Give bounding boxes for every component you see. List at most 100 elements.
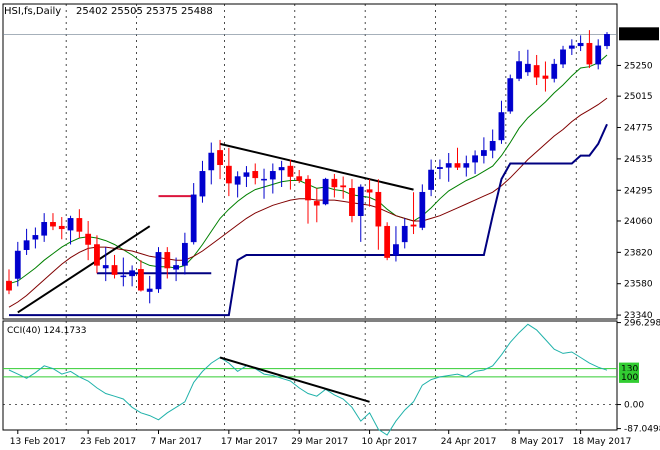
cci-line (8, 323, 608, 436)
candle-body (94, 244, 100, 266)
cci-level-label: 100 (621, 373, 638, 383)
symbol-label: HSI,fs,Daily (4, 6, 61, 17)
candle-body (208, 152, 215, 171)
candle-body (375, 191, 382, 227)
trendline-down (219, 142, 414, 191)
candle-body (164, 252, 171, 269)
candle-body (181, 242, 188, 266)
candle-body (41, 222, 48, 236)
candle-body (269, 171, 276, 180)
candle-body (445, 163, 452, 168)
candle-body (331, 178, 338, 188)
candle-body (322, 178, 329, 205)
y-tick-label: 24060 (624, 217, 653, 227)
cci-y-tick-label: -87.0498 (624, 425, 660, 435)
y-tick-label: 23820 (624, 248, 653, 258)
candle-body (401, 225, 408, 243)
x-tick-label: 8 May 2017 (511, 437, 564, 447)
candle-body (428, 169, 435, 190)
candle-body (454, 163, 461, 168)
candle-body (58, 225, 65, 230)
cci-level-box (619, 370, 639, 383)
candle-body (234, 176, 241, 185)
x-tick-label: 29 Mar 2017 (291, 437, 348, 447)
candle-body (595, 45, 602, 65)
candle-body (190, 194, 197, 243)
candle-body (287, 165, 294, 177)
y-tick-label: 23580 (624, 280, 653, 290)
main-panel-border (2, 3, 618, 320)
candle-body (296, 176, 303, 181)
candle-body (225, 165, 232, 184)
candle-body (472, 155, 478, 163)
candle-body (349, 188, 355, 216)
candle-body (516, 61, 522, 79)
candlesticks (6, 30, 610, 304)
candle-body (568, 45, 575, 49)
candle-body (551, 63, 558, 79)
candle-body (146, 288, 153, 292)
last-price-label: 25488 (623, 30, 652, 40)
y-tick-label: 23340 (624, 311, 653, 321)
candle-body (111, 265, 118, 275)
x-tick-label: 24 Apr 2017 (441, 437, 497, 447)
x-tick-label: 18 May 2017 (573, 437, 632, 447)
y-tick-label: 24295 (624, 186, 653, 196)
grid-lines (3, 4, 617, 430)
candle-body (155, 252, 162, 290)
x-tick-label: 7 Mar 2017 (151, 437, 202, 447)
candle-body (604, 34, 610, 47)
channel-line (9, 123, 608, 317)
y-tick-label: 24535 (624, 155, 653, 165)
y-tick-label: 24775 (624, 124, 653, 134)
candle-body (560, 49, 566, 65)
axis-labels: 25250 25015 24775 24535 24295 24060 23820 23580… (10, 27, 659, 447)
candle-body (489, 140, 496, 151)
candle-body (357, 186, 364, 216)
candle-body (577, 42, 584, 47)
candle-body (23, 240, 30, 250)
candle-body (102, 265, 109, 269)
candle-body (305, 178, 311, 201)
cci-title: CCI(40) 124.1733 (7, 326, 87, 336)
candle-body (586, 42, 593, 65)
candle-body (243, 172, 250, 177)
chart-frame (2, 3, 618, 431)
candle-body (76, 218, 83, 232)
candle-body (138, 269, 144, 291)
x-tick-label: 23 Feb 2017 (80, 437, 136, 447)
candle-body (480, 150, 487, 156)
candle-body (67, 218, 74, 231)
candle-body (252, 171, 259, 179)
candle-body (384, 225, 391, 258)
candle-body (524, 63, 531, 73)
candle-body (199, 171, 206, 197)
last-price-box (619, 27, 659, 41)
candle-body (217, 150, 223, 166)
candle-body (32, 235, 39, 240)
candle-body (340, 185, 347, 188)
x-tick-label: 13 Feb 2017 (10, 437, 66, 447)
candle-body (366, 189, 373, 193)
cci-y-tick-label: 0.00 (624, 401, 644, 411)
trendline-up (17, 225, 151, 314)
candle-body (542, 75, 549, 79)
candle-body (173, 265, 179, 270)
cci-y-tick-label: 296.2986 (624, 319, 660, 329)
x-tick-label: 17 Mar 2017 (221, 437, 278, 447)
candle-body (419, 191, 426, 228)
candle-body (14, 250, 21, 279)
candle-body (437, 167, 443, 169)
cci-panel-border (2, 320, 618, 431)
y-tick-label: 25015 (624, 92, 653, 102)
x-tick-label: 10 Apr 2017 (362, 437, 418, 447)
cci-trendline (219, 356, 370, 403)
candle-body (85, 233, 92, 245)
candle-body (533, 65, 540, 78)
candle-body (278, 167, 285, 171)
candle-body (463, 163, 470, 168)
ohlc-label: 25402 25505 25375 25488 (76, 6, 213, 17)
y-tick-label: 25250 (624, 61, 653, 71)
